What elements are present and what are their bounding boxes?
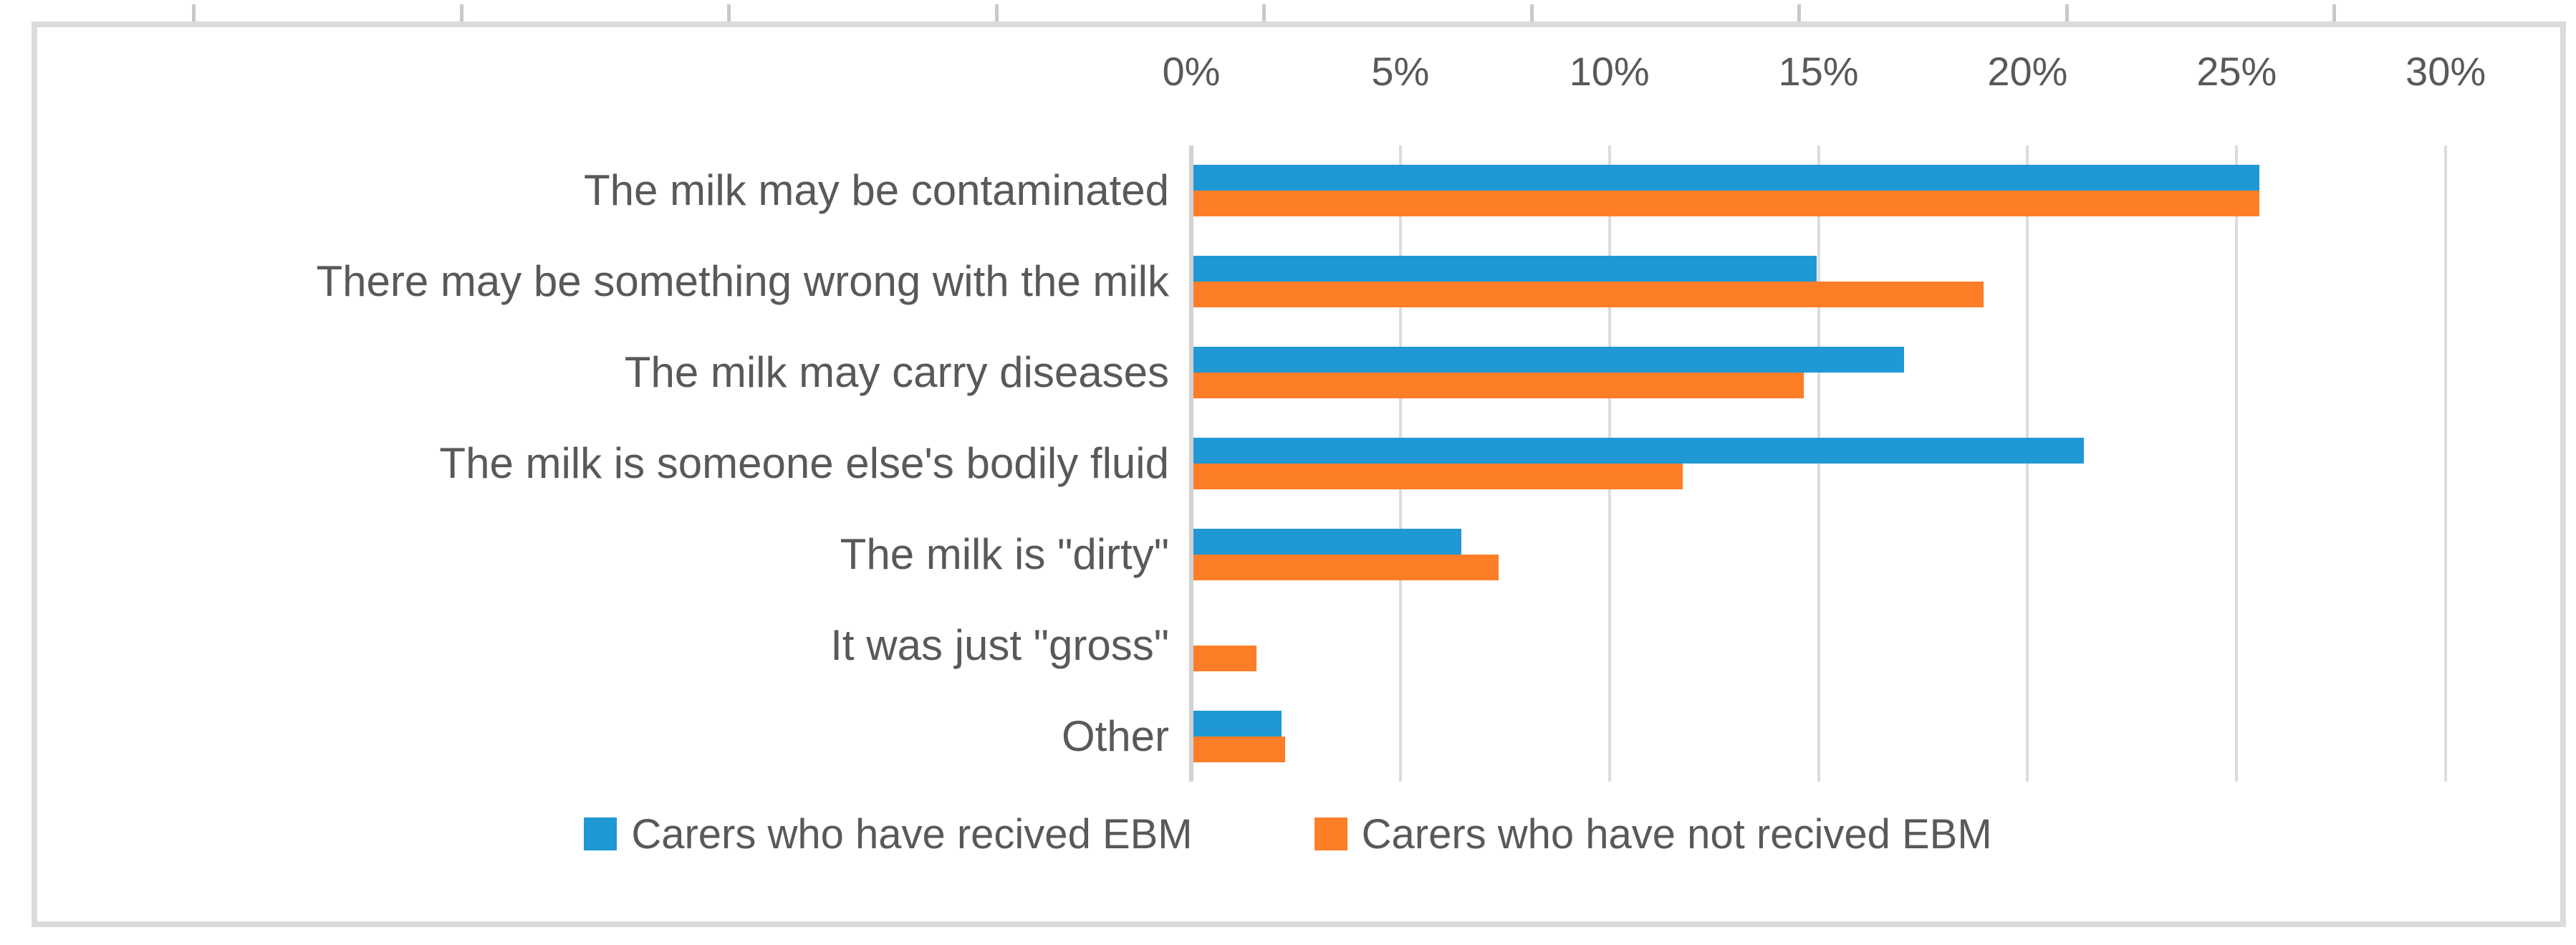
x-axis-tick-label: 20% [1987, 49, 2068, 94]
bar-no-ebm [1193, 554, 1499, 580]
gridline [1817, 145, 1820, 782]
legend-item: Carers who have recived EBM [584, 810, 1193, 858]
x-axis-tick-label: 25% [2196, 49, 2277, 94]
category-label: It was just "gross" [830, 620, 1169, 669]
legend-swatch-icon [1314, 817, 1347, 850]
column-edge-tick [192, 4, 196, 24]
column-edge-tick [994, 4, 999, 24]
bar-no-ebm [1193, 645, 1256, 671]
legend-swatch-icon [584, 817, 617, 850]
category-label: Other [1061, 711, 1169, 760]
column-edge-tick [1262, 4, 1266, 24]
gridline [2235, 145, 2239, 782]
bar-ebm [1193, 710, 1282, 737]
category-label: The milk may be contaminated [583, 166, 1169, 215]
legend-label: Carers who have recived EBM [631, 810, 1193, 858]
bar-ebm [1193, 347, 1905, 373]
chart-frame [32, 21, 2566, 927]
gridline [2026, 145, 2029, 782]
legend-label: Carers who have not recived EBM [1361, 810, 1992, 858]
category-label: The milk is someone else's bodily fluid [439, 439, 1169, 487]
bar-ebm [1193, 438, 2085, 464]
column-edge-tick [727, 4, 731, 24]
column-edge-tick [1529, 4, 1534, 24]
x-axis-tick-label: 30% [2406, 49, 2486, 94]
bar-no-ebm [1193, 464, 1683, 489]
category-label: The milk may carry diseases [624, 348, 1169, 397]
x-axis-tick-label: 0% [1162, 49, 1221, 94]
legend: Carers who have recived EBM Carers who ha… [0, 804, 2576, 864]
legend-item: Carers who have not recived EBM [1314, 810, 1992, 858]
x-axis-tick-label: 15% [1778, 49, 1859, 94]
x-axis-tick-label: 10% [1569, 49, 1650, 94]
category-axis-line [1189, 145, 1193, 782]
bar-no-ebm [1193, 736, 1286, 762]
bar-no-ebm [1193, 191, 2260, 217]
gridline [2444, 145, 2448, 782]
bar-no-ebm [1193, 373, 1804, 399]
category-label: The milk is "dirty" [840, 529, 1169, 578]
bar-no-ebm [1193, 282, 1984, 308]
bar-ebm [1193, 165, 2260, 191]
column-edge-tick [2065, 4, 2069, 24]
bar-ebm [1193, 528, 1461, 555]
category-label: There may be something wrong with the mi… [316, 257, 1169, 306]
column-edge-tick [459, 4, 463, 24]
column-edge-tick [2332, 4, 2336, 24]
x-axis-tick-label: 5% [1371, 49, 1430, 94]
column-edge-tick [1797, 4, 1801, 24]
bar-ebm [1193, 256, 1817, 282]
